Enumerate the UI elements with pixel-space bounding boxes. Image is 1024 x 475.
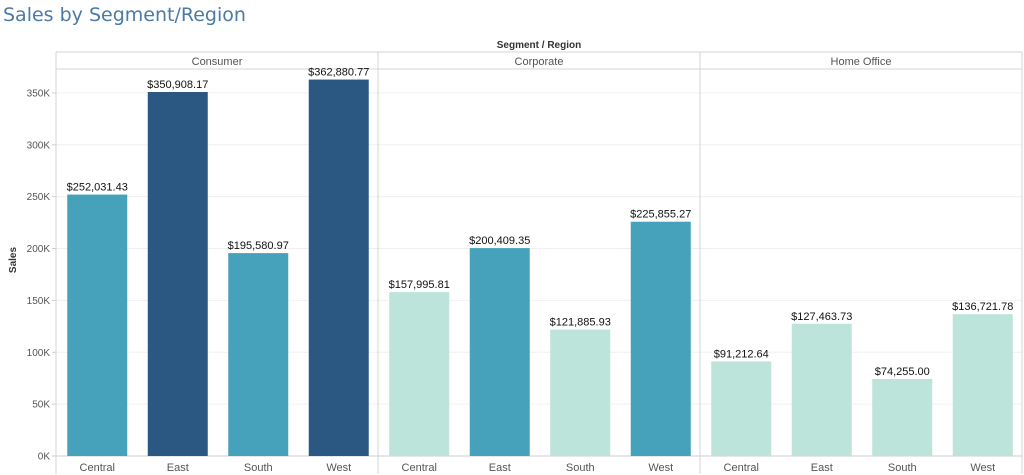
bar xyxy=(469,248,530,456)
x-tick-label: East xyxy=(811,462,833,474)
bar xyxy=(550,329,611,456)
x-tick-label: South xyxy=(566,462,595,474)
segment-label: Consumer xyxy=(192,56,243,68)
data-label: $157,995.81 xyxy=(389,279,450,291)
bar xyxy=(872,378,933,456)
x-tick-label: East xyxy=(167,462,189,474)
y-tick-label: 250K xyxy=(27,192,51,203)
x-tick-label: West xyxy=(326,462,351,474)
y-tick-label: 300K xyxy=(27,140,51,151)
x-tick-label: Central xyxy=(80,462,115,474)
bar xyxy=(147,91,208,456)
x-tick-label: South xyxy=(244,462,273,474)
bar xyxy=(67,194,128,457)
y-tick-label: 150K xyxy=(27,296,51,307)
data-label: $195,580.97 xyxy=(228,240,289,252)
x-tick-label: South xyxy=(888,462,917,474)
bar xyxy=(389,292,450,456)
y-tick-label: 100K xyxy=(27,348,51,359)
x-tick-label: West xyxy=(970,462,995,474)
y-tick-label: 0K xyxy=(38,452,51,463)
x-tick-label: West xyxy=(648,462,673,474)
data-label: $252,031.43 xyxy=(67,182,128,194)
bar xyxy=(791,323,852,456)
segment-label: Corporate xyxy=(515,56,564,68)
bar xyxy=(711,361,772,456)
y-tick-label: 50K xyxy=(32,400,50,411)
data-label: $136,721.78 xyxy=(952,301,1013,313)
data-label: $127,463.73 xyxy=(791,311,852,323)
data-label: $362,880.77 xyxy=(308,67,369,79)
chart-title: Sales by Segment/Region xyxy=(3,4,246,26)
data-label: $200,409.35 xyxy=(469,235,530,247)
segment-region-header: Segment / Region xyxy=(497,40,581,51)
data-label: $74,255.00 xyxy=(875,366,930,378)
data-label: $121,885.93 xyxy=(550,317,611,329)
segment-label: Home Office xyxy=(831,56,892,68)
data-label: $225,855.27 xyxy=(630,209,691,221)
data-label: $350,908.17 xyxy=(147,79,208,91)
x-tick-label: Central xyxy=(402,462,437,474)
data-label: $91,212.64 xyxy=(714,348,769,360)
bar xyxy=(630,221,691,456)
y-axis-label: Sales xyxy=(8,246,19,273)
bar xyxy=(952,314,1013,456)
x-tick-label: Central xyxy=(724,462,759,474)
bar xyxy=(308,79,369,456)
bar xyxy=(228,253,289,456)
y-tick-label: 200K xyxy=(27,244,51,255)
x-tick-label: East xyxy=(489,462,511,474)
y-tick-label: 350K xyxy=(27,88,51,99)
